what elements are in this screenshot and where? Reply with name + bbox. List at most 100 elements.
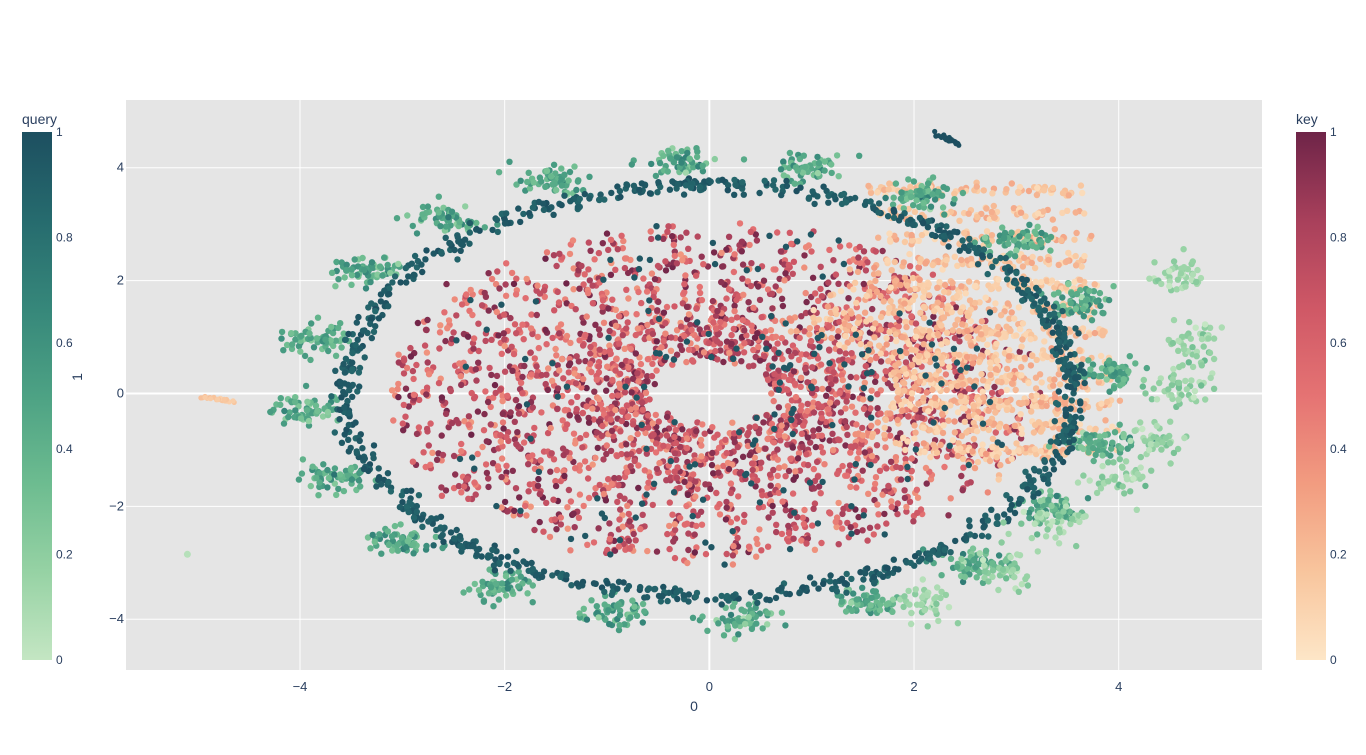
scatter-point [995,276,1001,282]
scatter-point [788,318,794,324]
scatter-point [564,333,570,339]
scatter-point [929,191,935,197]
scatter-point [640,512,646,518]
scatter-point [906,251,912,257]
scatter-point [623,325,629,331]
scatter-point [548,425,554,431]
scatter-point [781,463,787,469]
scatter-point [874,391,880,397]
scatter-point [698,442,704,448]
scatter-point [741,156,747,162]
scatter-point [510,468,516,474]
scatter-point [901,487,907,493]
scatter-point [779,498,785,504]
scatter-point [395,541,401,547]
scatter-point [849,608,855,614]
scatter-point [988,286,994,292]
scatter-point [790,477,796,483]
scatter-point [808,248,814,254]
scatter-point [407,345,413,351]
scatter-point [625,319,631,325]
scatter-point [1017,411,1023,417]
scatter-point [492,382,498,388]
scatter-point [1041,352,1047,358]
scatter-point [939,411,945,417]
scatter-point [410,550,416,556]
scatter-point [860,396,866,402]
scatter-point [1043,403,1049,409]
scatter-point [934,449,940,455]
scatter-point [799,444,805,450]
scatter-point [814,154,820,160]
scatter-point [640,407,646,413]
scatter-point [1097,303,1103,309]
scatter-point [960,190,966,196]
scatter-point [656,460,662,466]
scatter-point [446,317,452,323]
scatter-point [921,440,927,446]
scatter-point [281,420,287,426]
scatter-point [798,375,804,381]
scatter-point [858,341,864,347]
scatter-point [980,394,986,400]
scatter-point [826,347,832,353]
scatter-point [497,387,503,393]
scatter-point [574,353,580,359]
scatter-point [868,602,874,608]
scatter-point [612,267,618,273]
scatter-point [758,460,764,466]
scatter-point [656,418,662,424]
scatter-point [308,483,314,489]
scatter-point [795,167,801,173]
scatter-point [591,539,597,545]
scatter-point [997,462,1003,468]
scatter-point [709,450,715,456]
scatter-point [847,266,853,272]
scatter-point [874,501,880,507]
scatter-point [537,290,543,296]
scatter-point [896,323,902,329]
scatter-point [363,285,369,291]
scatter-point [526,170,532,176]
scatter-point [912,293,918,299]
scatter-point [596,363,602,369]
scatter-point [949,309,955,315]
scatter-point [1064,208,1070,214]
scatter-point [745,299,751,305]
scatter-point [628,463,634,469]
scatter-point [748,229,754,235]
scatter-point [674,475,680,481]
scatter-point [570,237,576,243]
scatter-point [623,441,629,447]
scatter-point [338,344,344,350]
scatter-point [928,204,934,210]
scatter-point [650,431,656,437]
scatter-point [524,179,530,185]
scatter-point [966,278,972,284]
scatter-point [521,439,527,445]
scatter-point [594,377,600,383]
scatter-point [902,239,908,245]
scatter-point [715,620,721,626]
scatter-point [628,435,634,441]
scatter-point [519,390,525,396]
scatter-point [306,418,312,424]
scatter-point [951,196,957,202]
scatter-point [735,493,741,499]
scatter-point [672,253,678,259]
scatter-point [603,497,609,503]
scatter-point [456,219,462,225]
scatter-point [899,407,905,413]
scatter-point [946,364,952,370]
scatter-point [483,461,489,467]
scatter-point [860,432,866,438]
scatter-point [653,440,659,446]
scatter-point [637,526,643,532]
scatter-point [642,467,648,473]
scatter-point [731,251,737,257]
scatter-point [548,173,554,179]
scatter-point [852,410,858,416]
scatter-point [895,389,901,395]
scatter-point [1109,424,1115,430]
scatter-point [663,267,669,273]
